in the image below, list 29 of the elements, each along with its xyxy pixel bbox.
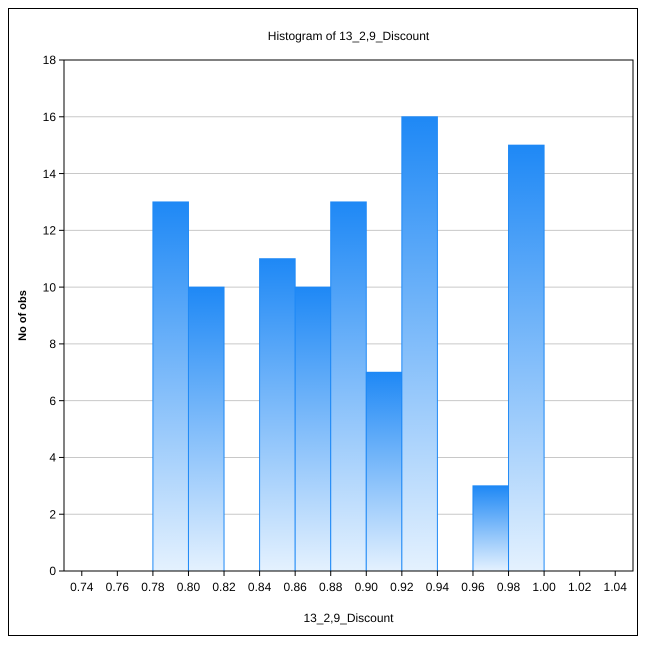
y-tick-label: 6	[49, 394, 56, 408]
y-tick-label: 18	[42, 53, 56, 68]
x-tick-label: 0.90	[354, 580, 378, 594]
y-tick-label: 14	[42, 166, 56, 181]
x-tick-label: 0.98	[496, 580, 521, 594]
x-tick-label: 0.78	[141, 580, 165, 594]
chart-title: Histogram of 13_2,9_Discount	[268, 29, 430, 43]
y-tick-label: 2	[49, 507, 56, 522]
x-tick-label: 0.84	[248, 580, 272, 594]
x-tick-label: 0.74	[70, 580, 94, 594]
x-tick-label: 1.02	[568, 580, 592, 594]
x-tick-label: 0.80	[176, 580, 200, 594]
x-tick-label: 0.82	[212, 580, 236, 594]
y-tick-label: 0	[49, 564, 56, 578]
x-tick-label: 1.00	[532, 580, 556, 594]
x-tick-label: 0.76	[106, 580, 130, 594]
y-axis-title: No of obs	[17, 290, 29, 341]
y-tick-label: 12	[42, 224, 56, 238]
x-tick-label: 0.94	[426, 580, 450, 594]
y-tick-label: 10	[42, 280, 56, 294]
x-tick-label: 0.88	[319, 580, 343, 594]
x-axis-title: 13_2,9_Discount	[303, 611, 394, 625]
x-tick-label: 0.96	[461, 580, 485, 594]
x-tick-label: 0.92	[390, 580, 414, 594]
y-tick-label: 8	[49, 337, 56, 352]
y-tick-label: 4	[49, 450, 56, 465]
x-tick-label: 1.04	[604, 580, 628, 594]
y-tick-label: 16	[42, 110, 56, 124]
x-tick-label: 0.86	[283, 580, 308, 594]
